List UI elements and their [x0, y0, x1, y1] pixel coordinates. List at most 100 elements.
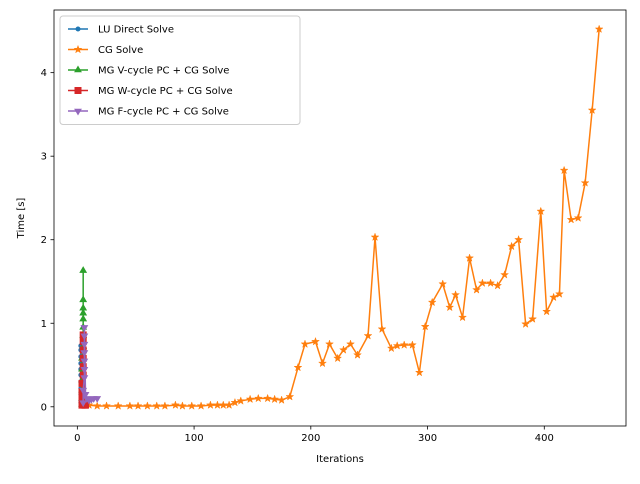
data-point-cg-solve [458, 312, 468, 322]
data-point-mg-w-cycle-pc-cg-solve [79, 371, 87, 379]
axes-frame [53, 9, 627, 427]
series-layer [78, 24, 604, 410]
data-point-cg-solve [445, 302, 455, 312]
data-point-cg-solve [554, 289, 564, 298]
data-point-cg-solve [333, 353, 343, 363]
legend-box [59, 15, 301, 125]
axes-layer [53, 9, 627, 427]
legend-item-mg-v-cycle-pc-cg-solve: MG V-cycle PC + CG Solve [68, 65, 229, 77]
legend-label: MG F-cycle PC + CG Solve [98, 107, 229, 118]
legend-marker [74, 87, 82, 94]
data-point-mg-f-cycle-pc-cg-solve [79, 387, 88, 395]
data-point-cg-solve [386, 343, 396, 353]
data-point-cg-solve [300, 339, 310, 348]
data-point-mg-v-cycle-pc-cg-solve [79, 303, 88, 311]
data-point-cg-solve [542, 306, 552, 316]
data-point-mg-v-cycle-pc-cg-solve [79, 308, 88, 316]
legend-label: MG W-cycle PC + CG Solve [98, 86, 233, 97]
data-point-cg-solve [277, 395, 287, 404]
data-point-cg-solve [285, 391, 295, 401]
data-point-mg-f-cycle-pc-cg-solve [80, 375, 89, 383]
data-point-cg-solve [549, 292, 559, 302]
data-point-cg-solve [152, 401, 162, 410]
data-point-cg-solve [187, 401, 197, 410]
data-point-cg-solve [427, 297, 437, 307]
y-tick-label: 2 [41, 235, 47, 246]
data-point-mg-f-cycle-pc-cg-solve [81, 392, 90, 399]
data-point-cg-solve [573, 213, 583, 222]
data-point-mg-w-cycle-pc-cg-solve [78, 394, 86, 402]
data-point-cg-solve [392, 341, 402, 350]
data-point-cg-solve [310, 336, 321, 346]
data-point-mg-f-cycle-pc-cg-solve [80, 358, 89, 366]
x-tick-label: 100 [185, 433, 204, 444]
data-point-cg-solve [317, 358, 328, 368]
legend-item-lu-direct-solve: LU Direct Solve [68, 25, 174, 36]
data-point-cg-solve [438, 279, 448, 288]
data-point-cg-solve [477, 278, 487, 288]
legend-marker [74, 65, 82, 73]
data-point-cg-solve [486, 278, 496, 288]
x-tick-label: 400 [535, 433, 554, 444]
x-tick-label: 200 [301, 433, 320, 444]
data-point-cg-solve [399, 340, 409, 349]
data-point-cg-solve [580, 178, 590, 187]
data-point-mg-w-cycle-pc-cg-solve [79, 346, 87, 354]
data-point-cg-solve [92, 401, 102, 410]
data-point-mg-w-cycle-pc-cg-solve [79, 363, 87, 371]
data-point-cg-solve [521, 319, 531, 328]
data-point-cg-solve [253, 393, 263, 403]
data-point-cg-solve [507, 241, 517, 251]
legend-item-mg-w-cycle-pc-cg-solve: MG W-cycle PC + CG Solve [68, 86, 233, 97]
legend-marker [74, 108, 82, 116]
y-tick-label: 1 [41, 319, 47, 330]
data-point-mg-w-cycle-pc-cg-solve [79, 354, 87, 362]
y-tick-label: 4 [41, 68, 47, 79]
data-point-cg-solve [594, 24, 604, 34]
data-point-cg-solve [536, 206, 546, 216]
data-point-mg-f-cycle-pc-cg-solve [80, 350, 89, 357]
data-point-cg-solve [263, 393, 273, 403]
data-point-mg-w-cycle-pc-cg-solve [78, 379, 86, 387]
data-point-cg-solve [559, 165, 569, 175]
data-point-cg-solve [414, 367, 424, 377]
data-point-cg-solve [465, 253, 475, 262]
legend-marker [73, 44, 83, 54]
legend-label: MG V-cycle PC + CG Solve [98, 66, 229, 77]
data-point-mg-f-cycle-pc-cg-solve [80, 325, 89, 332]
data-point-mg-v-cycle-pc-cg-solve [79, 266, 88, 273]
data-point-mg-v-cycle-pc-cg-solve [79, 314, 88, 322]
data-point-cg-solve [196, 401, 206, 410]
data-point-cg-solve [324, 339, 335, 348]
data-point-mg-f-cycle-pc-cg-solve [80, 366, 89, 374]
data-point-cg-solve [377, 324, 387, 333]
legend-label: CG Solve [98, 45, 143, 56]
data-point-mg-f-cycle-pc-cg-solve [80, 341, 89, 349]
legend: LU Direct Solve CG Solve MG V-cycle PC + C… [59, 15, 301, 125]
data-point-cg-solve [245, 394, 255, 404]
data-point-cg-solve [493, 280, 503, 290]
series-mg-f-cycle-pc-cg-solve [79, 325, 102, 408]
data-point-cg-solve [363, 331, 373, 340]
data-point-mg-f-cycle-pc-cg-solve [80, 333, 89, 341]
data-point-cg-solve [170, 400, 180, 409]
data-point-cg-solve [514, 234, 524, 244]
data-point-cg-solve [338, 345, 349, 354]
data-point-cg-solve [270, 394, 280, 404]
data-point-cg-solve [407, 340, 417, 349]
data-point-cg-solve [236, 396, 246, 405]
legend-marker [75, 26, 81, 32]
data-point-cg-solve [472, 285, 482, 294]
data-point-cg-solve [500, 270, 510, 279]
legend-item-mg-f-cycle-pc-cg-solve: MG F-cycle PC + CG Solve [68, 107, 229, 118]
data-point-cg-solve [352, 350, 363, 359]
y-tick-label: 0 [41, 402, 47, 413]
x-tick-label: 0 [74, 433, 80, 444]
data-point-cg-solve [160, 401, 170, 410]
x-tick-label: 300 [418, 433, 437, 444]
y-tick-label: 3 [41, 152, 47, 163]
data-point-cg-solve [133, 401, 143, 410]
series-cg-solve [79, 24, 604, 410]
